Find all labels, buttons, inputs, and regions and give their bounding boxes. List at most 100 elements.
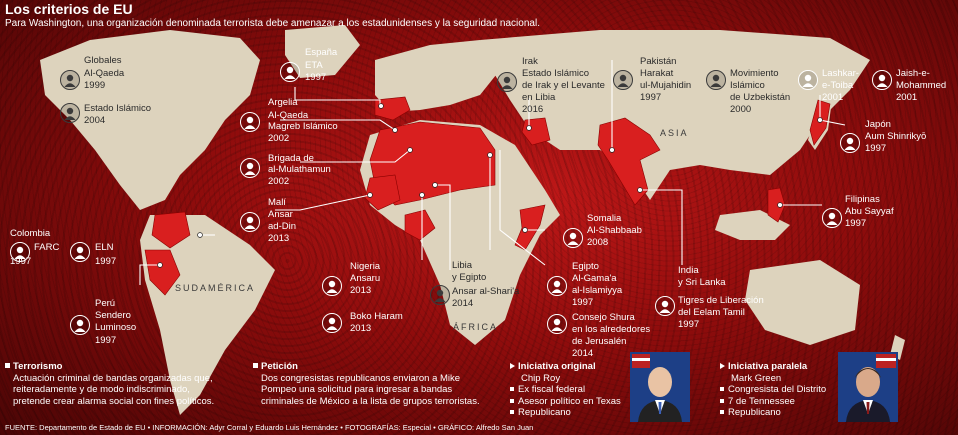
terrorist-icon bbox=[70, 242, 90, 262]
terrorist-icon bbox=[655, 296, 675, 316]
label-lashkar-2: e-Toiba bbox=[822, 80, 854, 91]
label-isis: Estado Islámico bbox=[84, 103, 152, 114]
label-libia-2: y Egipto bbox=[452, 272, 487, 283]
label-jaish-2: Mohammed bbox=[896, 80, 947, 91]
label-farc: FARC bbox=[34, 242, 60, 253]
terrorist-icon bbox=[563, 228, 583, 248]
terrorist-icon bbox=[798, 70, 818, 90]
label-peru: Perú bbox=[95, 298, 116, 309]
mali-highlight bbox=[364, 174, 401, 211]
label-aum-year: 1997 bbox=[865, 143, 887, 154]
label-isil-2: de Irak y el Levante bbox=[522, 80, 605, 91]
label-eta-year: 1997 bbox=[305, 72, 327, 83]
label-lashkar-1: Lashkar- bbox=[822, 68, 859, 79]
label-india-2: y Sri Lanka bbox=[678, 277, 726, 288]
label-tigres-year: 1997 bbox=[678, 319, 700, 330]
label-gama-2: al-Islamiyya bbox=[572, 285, 623, 296]
label-sendero-1: Sendero bbox=[95, 310, 131, 321]
label-sharia-year: 2014 bbox=[452, 298, 474, 309]
iraq-highlight bbox=[521, 117, 551, 146]
north-america bbox=[40, 30, 260, 210]
page-title: Los criterios de EU bbox=[5, 1, 133, 17]
label-sayyaf-year: 1997 bbox=[845, 218, 867, 229]
terrorist-icon bbox=[280, 62, 300, 82]
terrorist-icon bbox=[872, 70, 892, 90]
label-aqmi-year: 2002 bbox=[268, 133, 290, 144]
label-brigada-year: 2002 bbox=[268, 176, 290, 187]
label-japon: Japón bbox=[865, 119, 891, 130]
terrorismo-line: Actuación criminal de bandas organizadas… bbox=[13, 372, 213, 384]
location-dots bbox=[157, 103, 823, 268]
label-brigada-1: Brigada de bbox=[268, 153, 314, 164]
label-sayyaf: Abu Sayyaf bbox=[845, 206, 894, 217]
label-sharia: Ansar al-Shari'a bbox=[452, 286, 520, 297]
label-farc-year: 1997 bbox=[10, 256, 32, 267]
label-aqmi-1: Al-Qaeda bbox=[268, 110, 309, 121]
terrorist-icon bbox=[240, 158, 260, 178]
label-boko-year: 2013 bbox=[350, 323, 372, 334]
terrorist-icon bbox=[240, 212, 260, 232]
page-subtitle: Para Washington, una organización denomi… bbox=[5, 18, 540, 29]
label-argelia: Argelia bbox=[268, 97, 298, 108]
paralela-item: Republicano bbox=[720, 407, 840, 419]
paralela-name: Mark Green bbox=[731, 372, 782, 384]
label-gama-year: 1997 bbox=[572, 297, 594, 308]
label-boko: Boko Haram bbox=[350, 311, 403, 322]
label-uzbek-3: de Uzbekistán bbox=[730, 92, 791, 103]
region-label-africa: ÁFRICA bbox=[453, 322, 499, 332]
peticion-line: Dos congresistas republicanos enviaron a… bbox=[261, 372, 461, 384]
label-brigada-2: al-Mulathamun bbox=[268, 164, 331, 175]
original-name: Chip Roy bbox=[521, 372, 561, 384]
terrorismo-title: Terrorismo bbox=[13, 361, 63, 372]
label-jaish-1: Jaish-e- bbox=[896, 68, 930, 79]
spain-highlight bbox=[374, 96, 411, 121]
label-nigeria: Nigeria bbox=[350, 261, 381, 272]
label-lashkar-year: 2001 bbox=[822, 92, 844, 103]
terrorist-icon bbox=[240, 112, 260, 132]
label-isil-year: 2016 bbox=[522, 104, 544, 115]
north-africa-highlight bbox=[369, 121, 496, 206]
terrorist-icon bbox=[840, 133, 860, 153]
label-isil-3: en Libia bbox=[522, 92, 556, 103]
label-ansar-year: 2013 bbox=[268, 233, 290, 244]
label-aqmi-2: Magreb Islámico bbox=[268, 121, 338, 132]
label-ansar-1: Ansar bbox=[268, 209, 293, 220]
label-libia-1: Libia bbox=[452, 260, 473, 271]
terrorist-icon bbox=[430, 285, 450, 305]
original-item: Asesor político en Texas bbox=[510, 396, 630, 408]
label-harakat-1: Harakat bbox=[640, 68, 674, 79]
label-shura-2: en los alrededores bbox=[572, 324, 651, 335]
terrorist-icon bbox=[60, 70, 80, 90]
label-globales: Globales bbox=[84, 55, 122, 66]
photo-mark-green bbox=[838, 352, 898, 422]
peticion-line: Pompeo una solicitud para ingresar a ban… bbox=[261, 384, 453, 395]
terrorist-icon bbox=[322, 276, 342, 296]
label-sendero-year: 1997 bbox=[95, 335, 117, 346]
terrorist-icon bbox=[70, 315, 90, 335]
label-gama-1: Al-Gama'a bbox=[572, 273, 617, 284]
label-sendero-2: Luminoso bbox=[95, 322, 137, 333]
peticion-title: Petición bbox=[261, 361, 298, 372]
label-ansar-2: ad-Din bbox=[268, 221, 296, 232]
leader-lines bbox=[139, 60, 846, 285]
terrorist-icon bbox=[497, 72, 517, 92]
colombia-highlight bbox=[151, 211, 191, 249]
label-ansaru-year: 2013 bbox=[350, 285, 372, 296]
label-harakat-year: 1997 bbox=[640, 92, 662, 103]
label-ansaru: Ansaru bbox=[350, 273, 381, 284]
terrorist-icon bbox=[322, 313, 342, 333]
terrorist-icon bbox=[706, 70, 726, 90]
greenland bbox=[285, 25, 360, 78]
photo-chip-roy bbox=[630, 352, 690, 422]
peticion-line: criminales de México a la lista de grupo… bbox=[261, 395, 480, 407]
label-shura-3: de Jerusalén bbox=[572, 336, 627, 347]
label-somalia: Somalia bbox=[587, 213, 622, 224]
label-mali: Malí bbox=[268, 197, 286, 208]
label-aum: Aum Shinrikyō bbox=[865, 131, 927, 142]
label-uzbek-2: Islámico bbox=[730, 80, 765, 91]
region-label-sudamerica: SUDAMÉRICA bbox=[175, 283, 256, 293]
section-iniciativa-original: Iniciativa original Chip Roy Ex fiscal f… bbox=[510, 361, 630, 419]
label-tigres-1: Tigres de Liberación bbox=[678, 295, 764, 306]
paralela-item: Congresista del Distrito bbox=[720, 384, 840, 396]
